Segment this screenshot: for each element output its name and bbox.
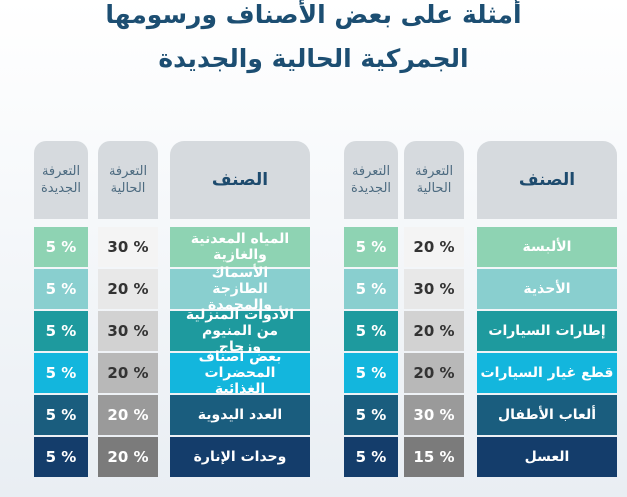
new-tariff-cell: 5 % <box>344 269 398 309</box>
item-cell: الألبسة <box>477 227 617 267</box>
current-tariff-cell: 30 % <box>98 227 158 267</box>
current-tariff-cell: 20 % <box>98 395 158 435</box>
header-current-tariff: التعرفة الحالية <box>98 141 158 219</box>
header-item: الصنف <box>170 141 310 219</box>
new-tariff-cell: 5 % <box>344 311 398 351</box>
current-tariff-cell: 20 % <box>404 311 464 351</box>
current-tariff-cell: 20 % <box>98 437 158 477</box>
header-new-tariff: التعرفة الجديدة <box>344 141 398 219</box>
current-tariff-cell: 15 % <box>404 437 464 477</box>
new-tariff-cell: 5 % <box>344 353 398 393</box>
current-tariff-cell: 20 % <box>404 353 464 393</box>
item-cell: إطارات السيارات <box>477 311 617 351</box>
item-cell: وحدات الإنارة <box>170 437 310 477</box>
item-cell: الأدوات المنزلية من المنيوم وزجاج <box>170 307 310 355</box>
header-current-tariff: التعرفة الحالية <box>404 141 464 219</box>
new-tariff-cell: 5 % <box>34 269 88 309</box>
item-cell: ألعاب الأطفال <box>477 395 617 435</box>
new-tariff-cell: 5 % <box>34 395 88 435</box>
current-tariff-cell: 30 % <box>404 395 464 435</box>
page-subtitle: الجمركية الحالية والجديدة <box>158 44 469 73</box>
item-cell: المياه المعدنية والغازية <box>170 227 310 267</box>
new-tariff-cell: 5 % <box>34 227 88 267</box>
current-tariff-cell: 30 % <box>404 269 464 309</box>
item-cell: قطع غيار السيارات <box>477 353 617 393</box>
new-tariff-cell: 5 % <box>344 437 398 477</box>
item-cell: بعض أصناف المحضرات الغذائية <box>170 349 310 397</box>
header-item: الصنف <box>477 141 617 219</box>
new-tariff-cell: 5 % <box>34 437 88 477</box>
item-cell: الأحذية <box>477 269 617 309</box>
current-tariff-cell: 20 % <box>98 269 158 309</box>
new-tariff-cell: 5 % <box>34 353 88 393</box>
current-tariff-cell: 30 % <box>98 311 158 351</box>
current-tariff-cell: 20 % <box>404 227 464 267</box>
item-cell: الأسماك الطازجة والمجمدة <box>170 265 310 313</box>
item-cell: العدد اليدوية <box>170 395 310 435</box>
page-title: أمثلة على بعض الأصناف ورسومها <box>105 0 522 29</box>
new-tariff-cell: 5 % <box>344 395 398 435</box>
new-tariff-cell: 5 % <box>34 311 88 351</box>
current-tariff-cell: 20 % <box>98 353 158 393</box>
item-cell: العسل <box>477 437 617 477</box>
header-new-tariff: التعرفة الجديدة <box>34 141 88 219</box>
new-tariff-cell: 5 % <box>344 227 398 267</box>
